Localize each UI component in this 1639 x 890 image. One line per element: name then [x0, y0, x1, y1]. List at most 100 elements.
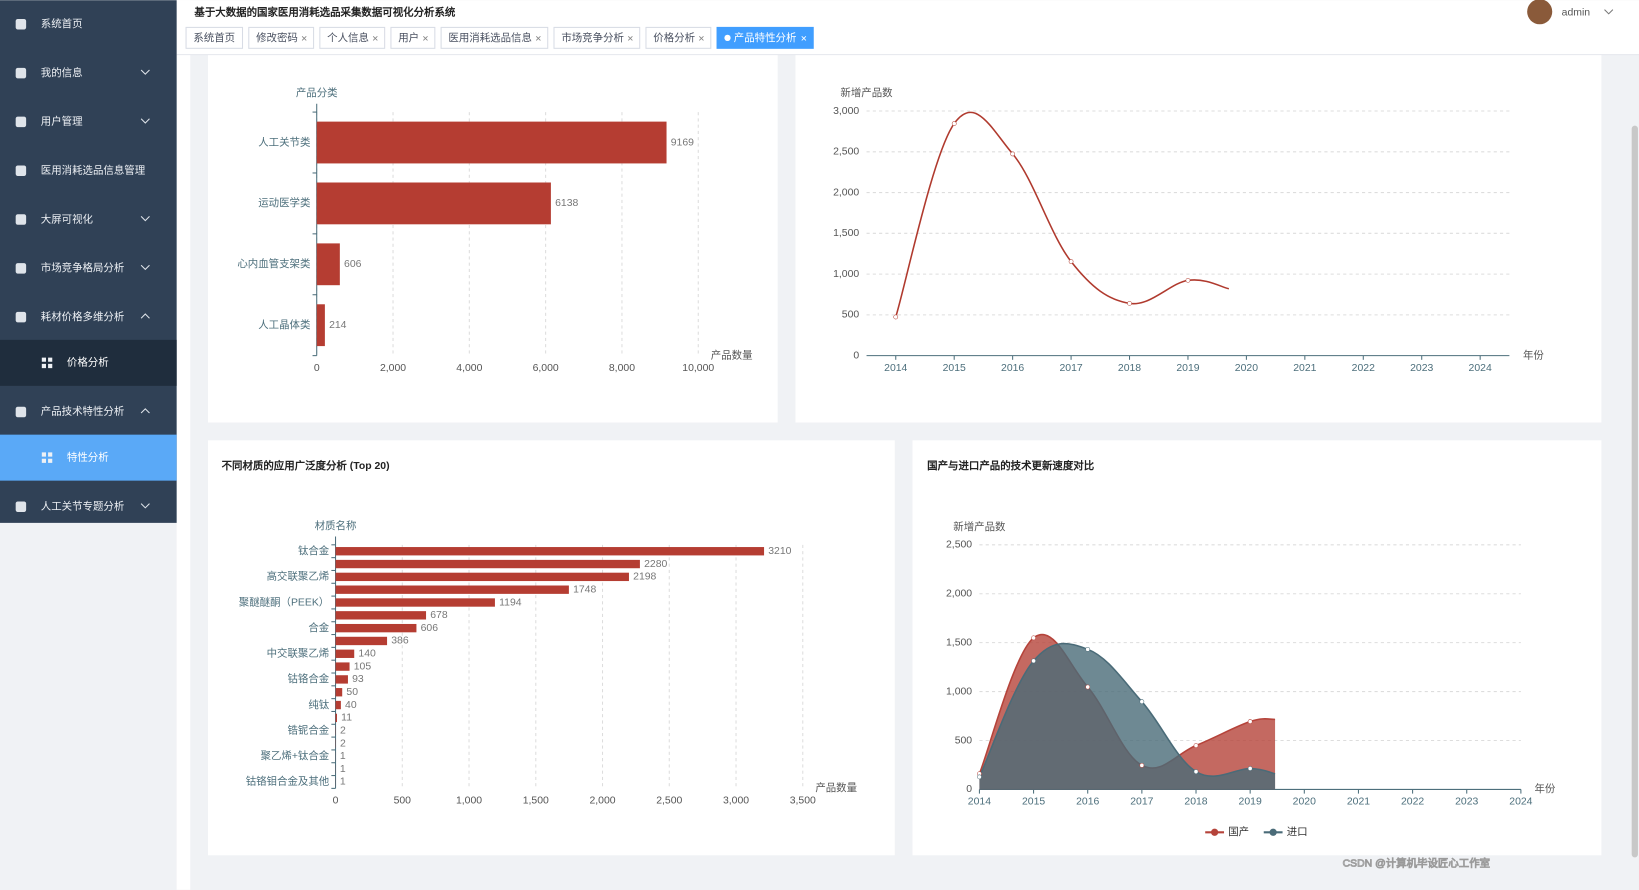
y-tick-label: 0	[853, 350, 859, 361]
scrollbar[interactable]	[1631, 125, 1638, 858]
y-tick-label: 人工关节类	[258, 135, 311, 148]
point	[1031, 658, 1036, 664]
menu-label[interactable]: 耗材价格多维分析	[41, 310, 125, 323]
menu-label[interactable]: 系统首页	[41, 17, 83, 30]
menu-label[interactable]: 产品技术特性分析	[41, 405, 125, 418]
menu-icon	[15, 501, 27, 513]
tab-label[interactable]: 产品特性分析	[734, 31, 797, 44]
x-axis-label: 产品数量	[711, 348, 753, 361]
x-axis-label: 产品数量	[815, 781, 857, 794]
value-label: 2	[340, 725, 346, 736]
value-label: 105	[354, 661, 372, 672]
tab-label[interactable]: 市场竞争分析	[561, 31, 624, 44]
value-label: 1	[340, 777, 346, 788]
tab-label[interactable]: 医用消耗选品信息	[448, 31, 532, 44]
tab-label[interactable]: 修改密码	[256, 31, 298, 44]
menu-item[interactable]	[0, 98, 177, 146]
tab-dot	[724, 34, 731, 41]
watermark: CSDN @计算机毕设匠心工作室	[1343, 856, 1490, 869]
menu-label[interactable]: 医用消耗选品信息管理	[41, 163, 146, 176]
legend-label[interactable]: 国产	[1228, 825, 1249, 838]
menu-label[interactable]: 市场竞争格局分析	[41, 261, 125, 274]
point	[1010, 151, 1015, 157]
bar	[335, 713, 338, 723]
tab-close[interactable]	[698, 35, 704, 41]
submenu-item[interactable]	[0, 339, 177, 386]
bar	[335, 649, 355, 658]
value-label: 214	[329, 320, 347, 331]
point	[1068, 259, 1074, 264]
x-tick-label: 1,500	[523, 796, 549, 807]
submenu-item[interactable]	[0, 434, 177, 481]
tab-close[interactable]	[627, 35, 633, 41]
menu-item[interactable]	[0, 0, 177, 48]
tab[interactable]	[248, 26, 315, 49]
tabs: 系统首页 修改密码 个人信息 用户 医用消耗选品信息 市场竞争分析 价格分析 产品特性分析	[185, 26, 814, 49]
point	[1085, 646, 1091, 652]
user-chevron[interactable]	[1604, 9, 1614, 15]
tab-label[interactable]: 个人信息	[327, 31, 369, 44]
menu-chevron	[140, 118, 150, 124]
tab[interactable]	[390, 26, 436, 49]
panel	[208, 31, 778, 423]
x-tick-label: 2014	[884, 363, 907, 374]
submenu-label[interactable]: 价格分析	[67, 356, 109, 369]
menu-label[interactable]: 大屏可视化	[41, 212, 94, 225]
value-label: 1	[340, 751, 346, 762]
x-tick-label: 6,000	[533, 363, 559, 374]
tab-label[interactable]: 用户	[398, 31, 419, 44]
bar	[335, 559, 640, 569]
y-tick-label: 聚醚醚酮（PEEK）	[239, 595, 329, 608]
tab-label[interactable]: 系统首页	[193, 31, 235, 44]
menu-label[interactable]: 我的信息	[41, 66, 83, 79]
tab-close[interactable]	[535, 35, 541, 41]
menu-label[interactable]: 用户管理	[41, 115, 83, 128]
value-label: 1194	[499, 597, 522, 608]
bar	[335, 623, 417, 633]
charts: 0 2,000 4,000 6,000 8,000 10,000 人工关节类 9169 运动医学…	[222, 86, 1556, 838]
value-label: 1748	[573, 584, 596, 595]
tab-label[interactable]: 价格分析	[653, 31, 695, 44]
value-label: 9169	[671, 137, 694, 148]
x-tick-label: 2017	[1059, 363, 1082, 374]
point	[1193, 743, 1199, 748]
legend-dot[interactable]	[1269, 828, 1277, 836]
x-tick-label: 2022	[1401, 797, 1424, 808]
legend-label[interactable]: 进口	[1287, 826, 1308, 838]
menu-label[interactable]: 人工关节专题分析	[41, 500, 125, 513]
y-tick-label: 纯钛	[308, 698, 329, 711]
x-tick-label: 2015	[1022, 797, 1045, 808]
user-name[interactable]: admin	[1562, 8, 1591, 19]
tab-close[interactable]	[372, 35, 378, 41]
point	[1127, 301, 1132, 306]
y-tick-label: 2,500	[946, 540, 972, 551]
y-tick-label: 聚乙烯+钛合金	[261, 749, 330, 762]
point	[1139, 762, 1145, 768]
gutter	[176, 0, 191, 890]
avatar[interactable]	[1527, 0, 1553, 25]
tab-close[interactable]	[801, 35, 807, 41]
menu-icon	[15, 19, 27, 30]
y-axis-label: 新增产品数	[840, 86, 893, 99]
chart-title: 国产与进口产品的技术更新速度对比	[927, 459, 1095, 472]
y-tick-label: 中交联聚乙烯	[267, 647, 330, 660]
bar	[335, 572, 629, 582]
bar	[335, 636, 388, 646]
submenu-label[interactable]: 特性分析	[67, 450, 109, 463]
menu-chevron	[140, 216, 150, 222]
menu-item[interactable]	[0, 49, 177, 97]
tab[interactable]	[185, 26, 244, 49]
tab-close[interactable]	[423, 35, 428, 41]
tab[interactable]	[716, 26, 814, 49]
tab-close[interactable]	[301, 35, 307, 41]
bar	[335, 585, 569, 594]
tab[interactable]	[440, 26, 549, 49]
x-tick-label: 2019	[1239, 797, 1262, 808]
tab[interactable]	[645, 26, 712, 49]
tab[interactable]	[553, 26, 641, 49]
line	[895, 111, 1230, 318]
tab[interactable]	[319, 26, 386, 49]
legend-dot[interactable]	[1210, 828, 1219, 836]
x-tick-label: 2,000	[380, 363, 406, 374]
